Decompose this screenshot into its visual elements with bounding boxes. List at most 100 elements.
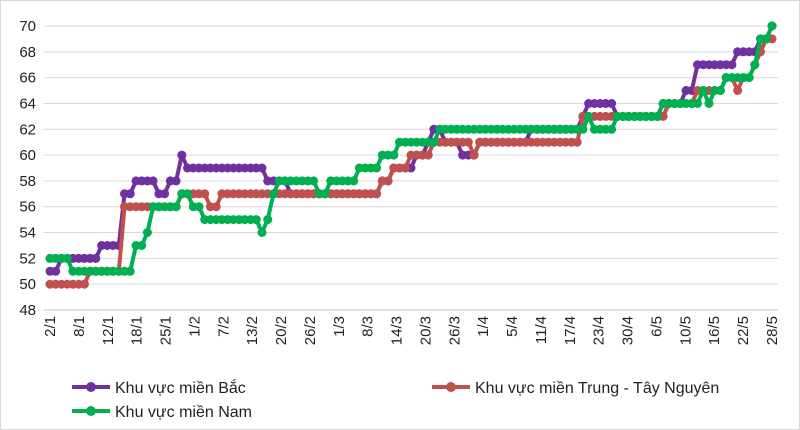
legend-marker-mien-nam xyxy=(86,406,96,416)
data-point xyxy=(372,189,382,199)
legend-item-mien-nam: Khu vực miền Nam xyxy=(72,404,252,421)
x-tick-label: 8/1 xyxy=(71,316,88,337)
data-point xyxy=(750,60,760,70)
data-point xyxy=(469,150,479,160)
data-point xyxy=(693,99,702,108)
data-point xyxy=(257,228,267,237)
x-tick-label: 10/5 xyxy=(677,316,694,345)
data-point xyxy=(79,279,89,289)
data-point xyxy=(715,86,725,95)
data-point xyxy=(607,124,617,134)
x-tick-label: 20/3 xyxy=(417,316,434,345)
y-tick-label: 56 xyxy=(19,199,36,216)
data-point xyxy=(383,176,393,186)
series-layer xyxy=(45,21,777,289)
data-point xyxy=(320,189,330,199)
data-point xyxy=(194,202,204,212)
data-point xyxy=(200,189,210,199)
data-point xyxy=(62,253,72,263)
y-axis-ticks: 48 50 52 54 56 58 60 62 64 66 68 70 xyxy=(19,18,36,319)
data-point xyxy=(584,111,594,121)
y-tick-label: 70 xyxy=(19,18,36,35)
y-tick-label: 50 xyxy=(19,276,36,293)
legend-label-mien-trung: Khu vực miền Trung - Tây Nguyên xyxy=(475,380,719,397)
data-point xyxy=(309,176,319,186)
data-point xyxy=(704,99,714,108)
data-point xyxy=(142,228,152,237)
x-tick-label: 1/4 xyxy=(475,316,492,337)
x-tick-label: 30/4 xyxy=(620,316,637,345)
x-tick-label: 20/2 xyxy=(273,316,290,345)
y-tick-label: 58 xyxy=(19,173,36,190)
x-tick-label: 13/2 xyxy=(244,316,261,345)
legend-marker-mien-bac xyxy=(86,382,96,392)
data-point xyxy=(211,202,221,212)
x-tick-label: 2/1 xyxy=(42,316,59,337)
data-point xyxy=(389,150,399,160)
data-point xyxy=(349,176,359,186)
data-point xyxy=(183,189,192,199)
y-tick-label: 68 xyxy=(19,44,36,61)
data-point xyxy=(177,150,187,160)
legend-item-mien-trung: Khu vực miền Trung - Tây Nguyên xyxy=(432,380,719,397)
data-point xyxy=(257,163,267,173)
series-2 xyxy=(45,21,777,276)
data-point xyxy=(578,124,588,134)
x-tick-label: 11/4 xyxy=(533,316,550,344)
data-point xyxy=(423,150,433,160)
data-point xyxy=(91,253,101,263)
data-point xyxy=(148,176,158,186)
data-point xyxy=(263,215,273,225)
x-tick-label: 7/2 xyxy=(215,316,232,337)
data-point xyxy=(171,176,181,186)
x-tick-label: 6/5 xyxy=(648,316,665,337)
data-point xyxy=(125,189,135,199)
data-point xyxy=(744,73,754,83)
data-point xyxy=(171,202,181,212)
y-tick-label: 64 xyxy=(19,95,36,112)
x-tick-label: 23/4 xyxy=(591,316,608,345)
y-tick-label: 52 xyxy=(19,250,36,267)
y-tick-label: 62 xyxy=(19,121,36,138)
x-tick-label: 12/1 xyxy=(100,316,117,345)
x-tick-label: 26/2 xyxy=(302,316,319,345)
x-tick-label: 26/3 xyxy=(446,316,463,345)
x-tick-label: 22/5 xyxy=(735,316,752,345)
data-point xyxy=(607,99,617,108)
x-tick-label: 17/4 xyxy=(562,316,579,345)
data-point xyxy=(160,189,170,199)
x-tick-label: 25/1 xyxy=(158,316,175,345)
legend: Khu vực miền Bắc Khu vực miền Trung - Tâ… xyxy=(72,378,719,421)
legend-label-mien-nam: Khu vực miền Nam xyxy=(115,404,252,421)
data-point xyxy=(400,163,410,173)
data-point xyxy=(269,189,278,199)
data-point xyxy=(698,86,708,95)
x-tick-label: 16/5 xyxy=(706,316,723,345)
data-point xyxy=(51,266,61,276)
data-point xyxy=(733,86,743,95)
y-tick-label: 66 xyxy=(19,70,36,87)
data-point xyxy=(125,266,135,276)
y-tick-label: 60 xyxy=(19,147,36,164)
data-point xyxy=(572,137,582,147)
data-point xyxy=(463,137,473,147)
data-point xyxy=(727,60,737,70)
legend-item-mien-bac: Khu vực miền Bắc xyxy=(72,378,246,397)
x-tick-label: 1/2 xyxy=(186,316,203,337)
x-axis-ticks: 2/1 8/1 12/1 18/1 25/1 1/2 7/2 13/2 20/2 26/2 1/3 8… xyxy=(42,316,781,345)
data-point xyxy=(251,215,261,225)
y-tick-label: 48 xyxy=(19,302,36,319)
x-tick-label: 28/5 xyxy=(764,316,781,345)
data-point xyxy=(767,21,777,31)
data-point xyxy=(137,241,147,250)
x-tick-label: 14/3 xyxy=(389,316,406,345)
x-tick-label: 1/3 xyxy=(331,316,348,337)
data-point xyxy=(429,137,439,147)
data-point xyxy=(372,163,382,173)
x-tick-label: 18/1 xyxy=(129,316,146,345)
x-tick-label: 8/3 xyxy=(360,316,377,337)
data-point xyxy=(761,34,771,44)
legend-marker-mien-trung xyxy=(446,382,456,392)
